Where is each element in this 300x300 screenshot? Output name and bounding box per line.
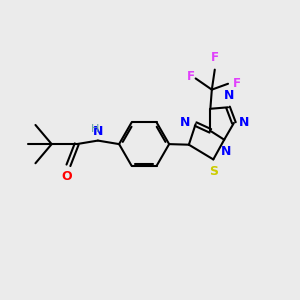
Text: F: F (211, 51, 219, 64)
Text: O: O (62, 170, 72, 183)
Text: F: F (233, 77, 241, 90)
Text: S: S (209, 165, 218, 178)
Text: N: N (224, 89, 235, 102)
Text: F: F (187, 70, 195, 83)
Text: N: N (220, 145, 231, 158)
Text: N: N (239, 116, 250, 129)
Text: N: N (180, 116, 190, 129)
Text: N: N (93, 125, 103, 138)
Text: H: H (91, 124, 100, 134)
